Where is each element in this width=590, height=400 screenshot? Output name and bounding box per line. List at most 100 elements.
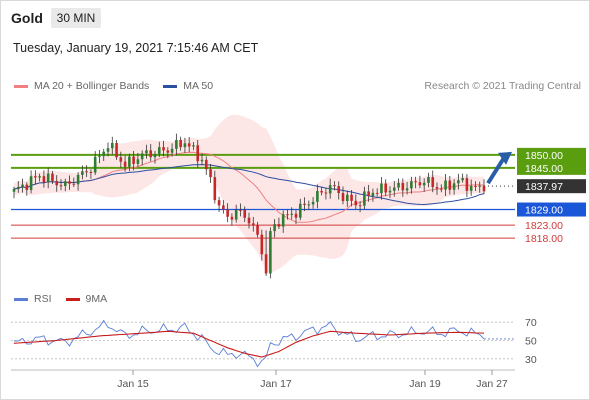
candle-body [427,177,430,183]
candle-body [110,142,114,149]
candle-body [384,183,388,193]
candle-body [294,213,298,218]
candle-body [269,231,272,274]
candle-body [307,204,311,206]
level-label-1823.00: 1823.00 [525,220,563,232]
candle-body [63,181,67,186]
bollinger-band-area [14,114,484,273]
candle-body [367,191,370,197]
candle-body [290,213,294,215]
report-datetime: Tuesday, January 19, 2021 7:15:46 AM CET [13,41,259,55]
candle-body [286,214,289,216]
level-tag-1850.00 [517,147,586,162]
candle-body [251,223,255,226]
candle-body [162,147,165,151]
projection-arrow-shaft [486,156,506,185]
bollinger-bands [14,114,484,273]
candle-body [132,156,135,164]
projection-arrow-head [498,151,512,165]
level-tag-1829.00 [517,202,586,217]
candle-body [119,157,123,162]
candle-body [388,190,392,193]
candle-body [217,200,221,206]
candles [12,133,486,279]
candle-body [200,159,204,162]
candle-body [29,176,33,190]
candle-body [328,185,332,194]
timeframe-badge[interactable]: 30 MIN [51,8,101,28]
candle-body [273,224,276,232]
candle-body [226,209,229,217]
x-tick-label: Jan 27 [476,378,508,390]
candle-body [448,180,452,190]
candle-body [324,192,328,194]
candle-body [136,159,140,164]
candle-body [469,185,473,191]
candle-body [452,183,456,190]
instrument-title: Gold [11,10,43,26]
x-tick-label: Jan 19 [409,378,441,390]
level-label-1818.00: 1818.00 [525,233,563,245]
candle-body [81,171,84,175]
level-label-1845.00: 1845.00 [525,163,563,175]
candle-body [333,185,336,187]
candle-body [316,191,319,202]
rsi-tick-30: 30 [525,354,537,366]
rsi-line [14,319,485,368]
candle-body [192,145,195,147]
candle-body [68,181,71,184]
candle-body [166,150,170,153]
candle-body [371,192,375,197]
candle-body [128,156,131,167]
candle-body [230,216,234,220]
candle-body [410,181,413,189]
candle-body [213,177,217,201]
candle-body [85,171,88,173]
candle-body [311,201,315,205]
candle-body [482,185,486,192]
candle-body [16,186,20,190]
candle-body [175,139,178,149]
candle-body [435,187,439,189]
candle-body [478,185,482,187]
candle-body [358,205,362,207]
candle-body [444,180,447,190]
candle-body [140,153,144,160]
rsi-tick-50: 50 [525,336,537,348]
candle-body [153,153,157,158]
candle-body [46,173,50,183]
candle-body [25,184,29,190]
candle-body [76,174,80,185]
candle-body [123,161,127,167]
rsi-swatch [14,297,28,301]
ma20-swatch [14,84,28,88]
price-legend: MA 20 + Bollinger Bands MA 50 [14,80,213,92]
level-label-1837.97: 1837.97 [525,181,563,193]
rsi-ma-legend-label: 9MA [85,293,108,305]
candle-body [157,147,161,154]
candle-body [12,189,16,192]
level-tag-1837.97 [517,179,586,194]
candle-body [320,191,323,193]
candle-body [179,139,182,148]
candle-body [256,225,259,235]
candle-body [439,188,443,190]
candle-body [38,176,41,178]
candle-body [405,188,409,191]
rsi-ma-swatch [65,297,80,301]
candle-body [375,192,379,194]
candle-body [59,185,63,187]
candle-body [98,156,101,158]
candle-body [303,203,306,205]
candle-body [247,217,251,224]
x-tick-label: Jan 17 [260,378,292,390]
candle-body [89,171,93,173]
candle-body [474,185,477,187]
candle-body [149,150,153,158]
x-axis: Jan 15 Jan 17 Jan 19 Jan 27 [11,369,515,390]
candle-body [187,143,191,147]
rsi-tick-70: 70 [525,317,537,329]
candle-body [145,150,148,154]
ma50-legend-label: MA 50 [183,80,214,92]
